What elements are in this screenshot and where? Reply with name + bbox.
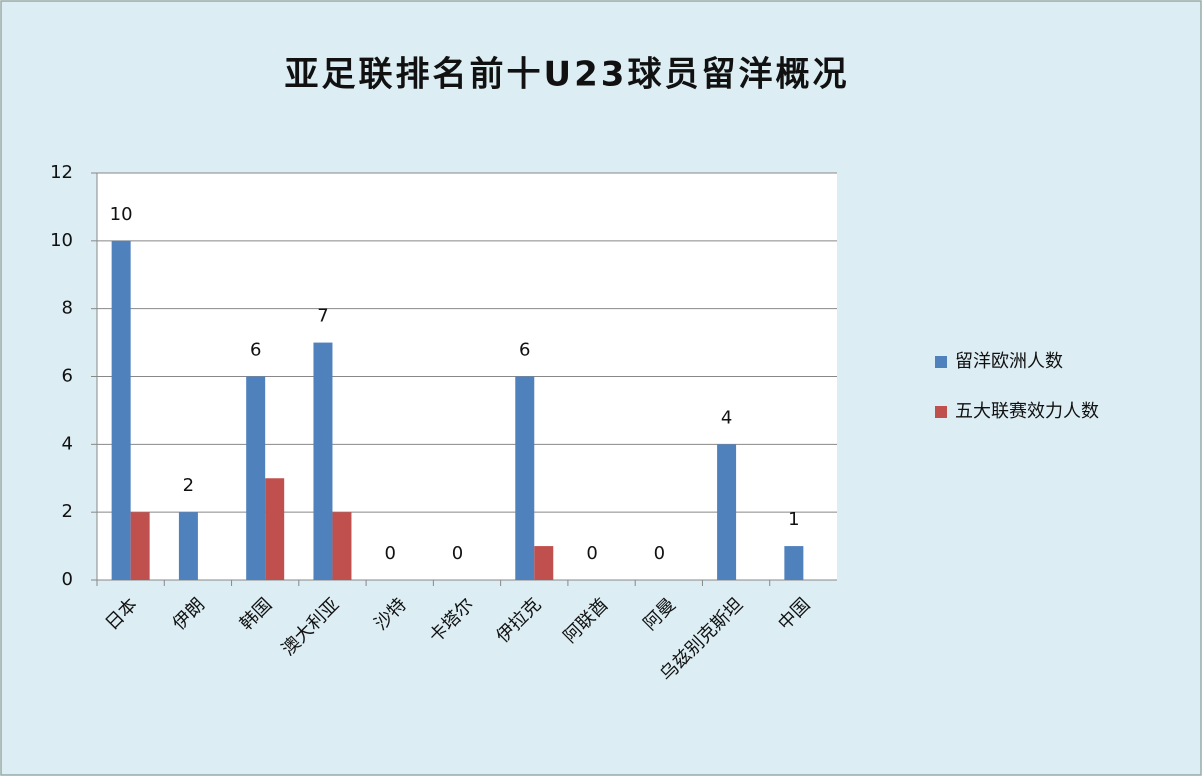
data-label: 0 [452,543,463,564]
bar [534,546,554,580]
bar [313,342,333,580]
bar [246,376,266,580]
data-label: 0 [385,543,396,564]
legend-label: 留洋欧洲人数 [955,351,1063,372]
data-label: 6 [519,340,530,361]
chart-title: 亚足联排名前十U23球员留洋概况 [285,55,850,95]
legend-swatch [935,356,947,368]
legend-swatch [935,406,947,418]
y-tick-label: 6 [62,366,73,387]
data-label: 1 [788,509,799,530]
data-label: 6 [250,340,261,361]
y-tick-label: 8 [62,298,73,319]
data-label: 2 [183,475,194,496]
y-tick-label: 12 [50,162,73,183]
bar [515,376,535,580]
legend-label: 五大联赛效力人数 [955,401,1099,422]
y-tick-label: 0 [62,569,73,590]
data-label: 10 [110,204,133,225]
y-tick-label: 10 [50,230,73,251]
bar [265,478,285,580]
bar [178,512,198,580]
bar [130,512,150,580]
bar [332,512,352,580]
y-tick-label: 2 [62,501,73,522]
y-tick-label: 4 [62,433,73,454]
data-label: 0 [654,543,665,564]
data-label: 7 [317,306,328,327]
bar [111,240,131,581]
bar [784,546,804,580]
bar [717,444,737,580]
data-label: 0 [586,543,597,564]
data-label: 4 [721,407,732,428]
